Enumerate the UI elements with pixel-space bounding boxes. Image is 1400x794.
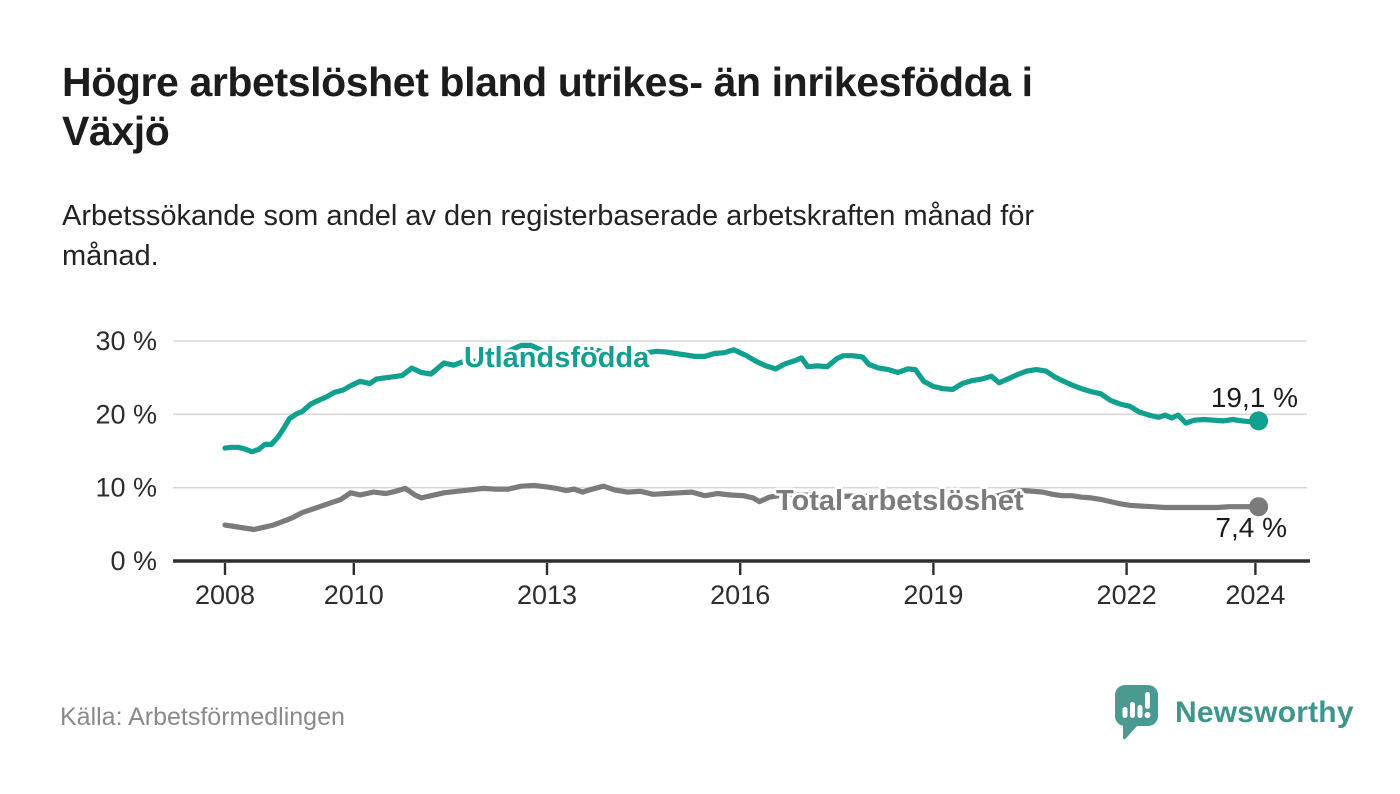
x-tick-label-2013: 2013: [517, 580, 577, 610]
page-subtitle: Arbetssökande som andel av den registerb…: [62, 200, 1035, 273]
y-tick-label-10: 10 %: [95, 473, 157, 503]
x-tick-label-2022: 2022: [1097, 580, 1157, 610]
logo-exclamation-bar: [1145, 692, 1150, 709]
x-tick-label-2024: 2024: [1225, 580, 1285, 610]
newsworthy-brand: Newsworthy: [1113, 684, 1354, 742]
logo-exclamation-dot: [1144, 712, 1151, 718]
logo-bar-1: [1122, 707, 1128, 718]
source-caption: Källa: Arbetsförmedlingen: [60, 703, 345, 731]
end-value-label-utlandsfodda: 19,1 %: [1210, 382, 1298, 413]
y-tick-label-0: 0 %: [110, 546, 157, 576]
series-end-dot-0: [1249, 411, 1269, 431]
newsworthy-logo-icon: [1115, 685, 1158, 740]
x-tick-label-2016: 2016: [710, 580, 770, 610]
series-label-total-arbetsloshet: Total arbetslöshet: [776, 485, 1024, 517]
logo-bar-2: [1130, 702, 1135, 718]
newsworthy-logo-text: Newsworthy: [1175, 696, 1354, 729]
x-tick-label-2010: 2010: [324, 580, 384, 610]
logo-bar-3: [1137, 705, 1143, 718]
series-line-0: [222, 342, 1262, 455]
speech-bubble-shape: [1115, 685, 1158, 740]
y-tick-label-20: 20 %: [95, 399, 157, 429]
series-end-dot-1: [1249, 497, 1269, 517]
y-tick-label-30: 30 %: [95, 326, 157, 356]
series-label-utlandsfodda: Utlandsfödda: [464, 342, 650, 374]
end-value-label-total: 7,4 %: [1215, 512, 1287, 543]
series-line-1: [222, 482, 1262, 533]
page-title: Högre arbetslöshet bland utrikes- än inr…: [62, 59, 1033, 155]
x-tick-label-2019: 2019: [903, 580, 963, 610]
x-tick-label-2008: 2008: [195, 580, 255, 610]
